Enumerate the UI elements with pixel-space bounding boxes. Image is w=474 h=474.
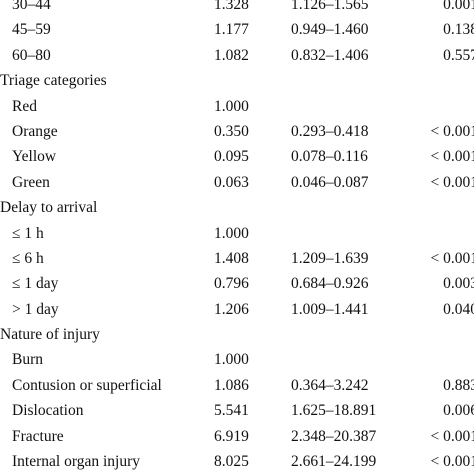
row-label: ≤ 1 h [12,224,44,242]
table-row: 30–44 1.328 1.126–1.565 0.001 [0,0,474,17]
table-row: ≤ 6 h 1.408 1.209–1.639 < 0.001 [0,246,474,271]
p-value-cell: 0.001 [443,0,474,13]
row-label: Yellow [12,148,57,166]
table-row: Burn 1.000 [0,347,474,372]
row-label: Burn [12,351,43,369]
p-value-cell: 0.138 [443,21,474,39]
confidence-interval-cell: 1.209–1.639 [291,249,369,267]
odds-ratio-cell: 1.408 [214,249,249,267]
row-label: 60–80 [12,46,51,64]
table-row: Dislocation 5.541 1.625–18.891 0.006 [0,398,474,423]
p-value-cell: 0.003 [443,275,474,293]
p-value-cell: < 0.001 [430,148,474,166]
row-label: Dislocation [12,402,84,420]
table-row: Red 1.000 [0,94,474,119]
section-header-row: Triage categories [0,68,474,93]
odds-ratio-cell: 1.086 [214,376,249,394]
p-value-cell: < 0.001 [430,453,474,471]
section-header-row: Delay to arrival [0,195,474,220]
table-row: > 1 day 1.206 1.009–1.441 0.040 [0,297,474,322]
confidence-interval-cell: 2.661–24.199 [291,453,377,471]
confidence-interval-cell: 0.078–0.116 [291,148,368,166]
row-label: ≤ 1 day [12,275,59,293]
odds-ratio-cell: 1.000 [214,351,249,369]
p-value-cell: < 0.001 [430,427,474,445]
odds-ratio-cell: 0.095 [214,148,249,166]
table-row: Internal organ injury 8.025 2.661–24.199 < … [0,449,474,474]
row-label: 45–59 [12,21,51,39]
confidence-interval-cell: 2.348–20.387 [291,427,377,445]
odds-ratio-cell: 0.796 [214,275,249,293]
section-label: Delay to arrival [0,199,98,217]
odds-ratio-cell: 1.000 [214,97,249,115]
row-label: Contusion or superficial [12,376,162,394]
p-value-cell: < 0.001 [430,122,474,140]
odds-ratio-cell: 1.082 [214,46,249,64]
row-label: > 1 day [12,300,59,318]
section-header-row: Nature of injury [0,322,474,347]
odds-ratio-cell: 0.063 [214,173,249,191]
odds-ratio-cell: 1.328 [214,0,249,13]
p-value-cell: 0.557 [443,46,474,64]
table-row: Contusion or superficial 1.086 0.364–3.242… [0,373,474,398]
row-label: 30–44 [12,0,51,13]
confidence-interval-cell: 0.046–0.087 [291,173,369,191]
odds-ratio-cell: 6.919 [214,427,249,445]
confidence-interval-cell: 0.364–3.242 [291,376,369,394]
section-label: Triage categories [0,72,107,90]
row-label: Green [12,173,50,191]
table-row: Green 0.063 0.046–0.087 < 0.001 [0,170,474,195]
confidence-interval-cell: 0.684–0.926 [291,275,369,293]
row-label: Fracture [12,427,64,445]
confidence-interval-cell: 1.009–1.441 [291,300,369,318]
p-value-cell: < 0.001 [430,173,474,191]
odds-ratio-cell: 1.206 [214,300,249,318]
table-row: 60–80 1.082 0.832–1.406 0.557 [0,43,474,68]
row-label: Internal organ injury [12,453,140,471]
confidence-interval-cell: 0.293–0.418 [291,122,369,140]
table-row: Fracture 6.919 2.348–20.387 < 0.001 [0,424,474,449]
odds-ratio-cell: 8.025 [214,453,249,471]
table-row: ≤ 1 day 0.796 0.684–0.926 0.003 [0,271,474,296]
p-value-cell: 0.006 [443,402,474,420]
row-label: ≤ 6 h [12,249,44,267]
row-label: Red [12,97,37,115]
table-row: Yellow 0.095 0.078–0.116 < 0.001 [0,144,474,169]
section-label: Nature of injury [0,326,100,344]
row-label: Orange [12,122,58,140]
confidence-interval-cell: 1.625–18.891 [291,402,377,420]
table-row: Orange 0.350 0.293–0.418 < 0.001 [0,119,474,144]
confidence-interval-cell: 0.832–1.406 [291,46,369,64]
p-value-cell: 0.040 [443,300,474,318]
table-row: 45–59 1.177 0.949–1.460 0.138 [0,17,474,42]
confidence-interval-cell: 1.126–1.565 [291,0,369,13]
odds-ratio-cell: 0.350 [214,122,249,140]
confidence-interval-cell: 0.949–1.460 [291,21,369,39]
table-row: ≤ 1 h 1.000 [0,221,474,246]
odds-ratio-cell: 1.177 [214,21,249,39]
p-value-cell: 0.883 [443,376,474,394]
p-value-cell: < 0.001 [430,249,474,267]
odds-ratio-cell: 5.541 [214,402,249,420]
odds-ratio-cell: 1.000 [214,224,249,242]
